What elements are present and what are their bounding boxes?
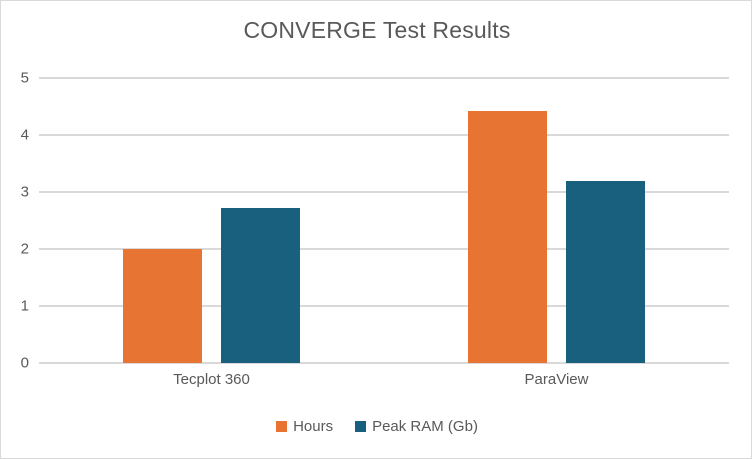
- gridline: [39, 248, 729, 250]
- legend-item[interactable]: Hours: [276, 418, 333, 435]
- gridline: [39, 305, 729, 307]
- legend-swatch-icon: [276, 421, 288, 432]
- bar-peak-ram-gb-paraview[interactable]: [566, 181, 645, 363]
- y-axis-tick-label: 5: [20, 69, 29, 87]
- bar-hours-tecplot-360[interactable]: [123, 249, 202, 363]
- chart-legend: Hours Peak RAM (Gb): [1, 418, 751, 435]
- chart-title: CONVERGE Test Results: [243, 17, 511, 43]
- plot-area: [39, 77, 729, 364]
- x-axis-category-label: ParaView: [524, 371, 589, 388]
- legend-label: Peak RAM (Gb): [372, 418, 478, 435]
- legend-item[interactable]: Peak RAM (Gb): [355, 418, 478, 435]
- gridline: [39, 77, 729, 79]
- bar-peak-ram-gb-tecplot-360[interactable]: [221, 207, 300, 363]
- x-axis-baseline: [39, 362, 729, 364]
- y-axis-tick-label: 3: [20, 183, 29, 201]
- bar-hours-paraview[interactable]: [468, 110, 547, 363]
- y-axis-tick-label: 4: [20, 126, 29, 144]
- gridline: [39, 191, 729, 193]
- y-axis-tick-label: 1: [20, 297, 29, 315]
- legend-swatch-icon: [355, 421, 367, 432]
- y-axis-tick-label: 0: [20, 354, 29, 372]
- legend-label: Hours: [293, 418, 334, 435]
- gridline: [39, 134, 729, 136]
- x-axis-category-label: Tecplot 360: [173, 371, 250, 388]
- y-axis-tick-label: 2: [20, 240, 29, 258]
